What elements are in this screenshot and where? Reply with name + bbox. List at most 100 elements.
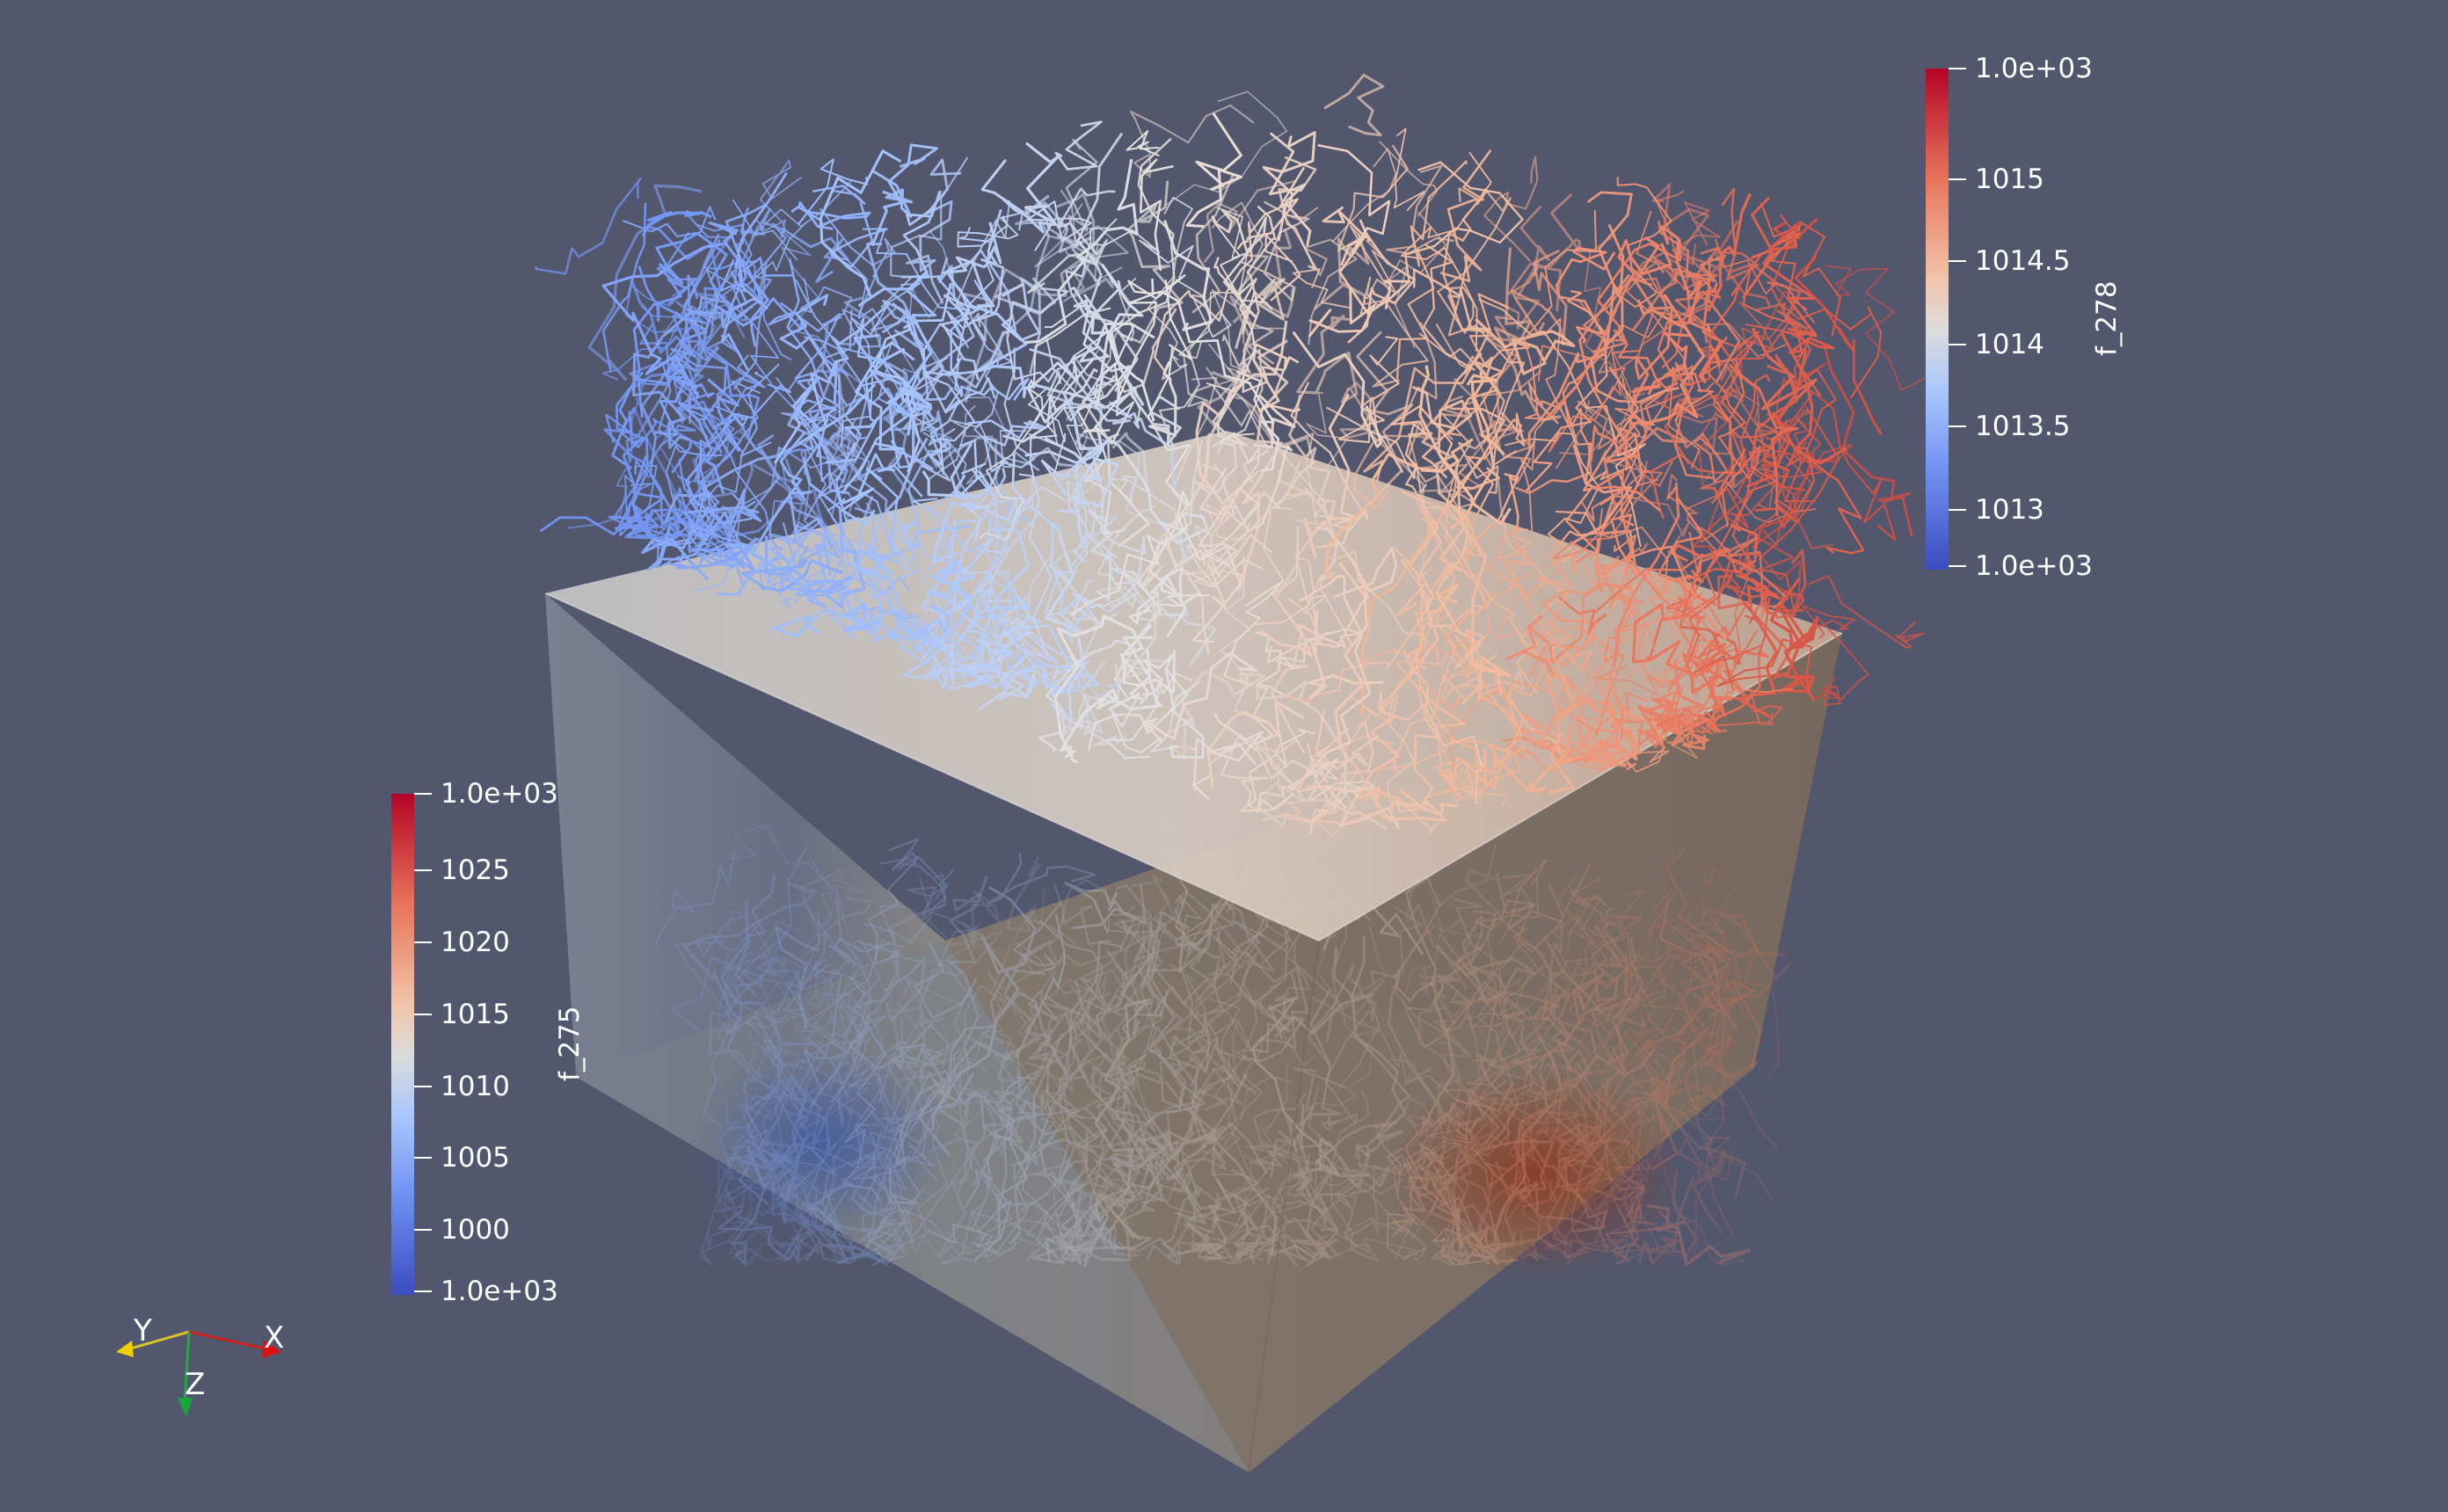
fiber-strand (795, 279, 911, 417)
fiber-strand (1241, 200, 1310, 302)
fiber-strand (699, 1094, 745, 1266)
fiber-strand (790, 374, 842, 501)
fiber-strand (731, 1147, 792, 1266)
fiber-strand (1557, 871, 1646, 986)
fiber-strand (1597, 239, 1681, 393)
fiber-strand (1087, 909, 1155, 1094)
fiber-strand (1278, 469, 1336, 520)
fiber-strand (1045, 534, 1086, 724)
fiber-strand (696, 909, 749, 957)
fiber-strand (1665, 848, 1732, 990)
fiber-strand (1590, 383, 1661, 462)
fiber-strand (1794, 256, 1883, 436)
fiber-strand (1557, 1132, 1616, 1162)
fiber-strand (1295, 759, 1400, 830)
fiber-strand (1024, 994, 1120, 1070)
fiber-strand (1140, 1133, 1206, 1225)
fiber-strand (1092, 455, 1146, 581)
fiber-strand (1408, 432, 1483, 670)
fiber-strand (1548, 309, 1679, 453)
fiber-strand (718, 1209, 800, 1261)
fiber-strand (1042, 1159, 1083, 1246)
scalar-bar-left-tick (414, 1086, 432, 1087)
fiber-strand (1595, 1104, 1649, 1207)
fiber-strand (805, 940, 905, 1045)
fiber-strand (1027, 187, 1116, 294)
fiber-strand (1517, 1054, 1578, 1138)
scalar-bar-top-label: 1014 (1975, 329, 2044, 360)
fiber-strand (1235, 1176, 1315, 1264)
fiber-strand (1392, 1065, 1512, 1195)
fiber-strand (1390, 1058, 1459, 1213)
fiber-strand (1707, 193, 1752, 312)
fiber-strand (999, 585, 1059, 689)
fiber-strand (1044, 437, 1119, 544)
fiber-strand (1257, 784, 1336, 827)
fiber-strand (1637, 1176, 1695, 1266)
fiber-strand (728, 825, 840, 949)
fiber-strand (1534, 1018, 1594, 1243)
fiber-strand (1461, 1002, 1531, 1166)
z-axis-line (183, 1331, 191, 1403)
fiber-strand (1504, 991, 1570, 1041)
fiber-strand (1378, 140, 1447, 349)
fiber-strand (1576, 623, 1637, 738)
fiber-strand (1096, 1029, 1156, 1133)
fiber-strand (1213, 929, 1260, 1109)
fiber-strand (1013, 902, 1062, 976)
fiber-strand (1191, 738, 1236, 801)
fiber-strand (1457, 1208, 1499, 1266)
fiber-strand (1161, 1139, 1227, 1262)
fiber-strand (1668, 686, 1794, 745)
fiber-strand (1300, 1152, 1365, 1215)
fiber-strand (1306, 391, 1349, 472)
fiber-strand (962, 1033, 1026, 1171)
fiber-strand (1111, 476, 1147, 503)
orientation-axes[interactable]: X Y Z (106, 1310, 299, 1424)
fiber-strand (1177, 1183, 1235, 1264)
fiber-strand (1051, 950, 1130, 1080)
fiber-strand (928, 1138, 979, 1257)
fiber-strand (1373, 1097, 1471, 1259)
fiber-strand (1581, 376, 1656, 522)
fiber-strand (1571, 444, 1632, 575)
fiber-strand (1585, 461, 1673, 541)
scalar-bar-left-tick (414, 1290, 432, 1292)
fiber-strand (785, 939, 881, 1021)
fiber-strand (1774, 377, 1814, 531)
fiber-strand (1007, 1069, 1140, 1208)
fiber-strand (1305, 1121, 1397, 1261)
fiber-strand (1675, 593, 1719, 687)
fiber-strand (1305, 1121, 1397, 1261)
scalar-bar-top-label: 1014.5 (1975, 245, 2071, 277)
fiber-strand (1249, 999, 1292, 1053)
fiber-strand (1707, 1087, 1774, 1202)
fiber-strand (1031, 1210, 1141, 1268)
fiber-strand (1591, 1058, 1678, 1233)
fiber-strand (1296, 314, 1359, 403)
fiber-strand (836, 948, 900, 1036)
fiber-strand (1172, 1064, 1248, 1210)
fiber-strand (702, 925, 773, 1128)
fiber-strand (1476, 1036, 1562, 1106)
fiber-strand (853, 1020, 904, 1146)
fiber-strand (1659, 900, 1738, 1031)
fiber-strand (917, 1072, 974, 1157)
fiber-strand (1292, 1193, 1342, 1268)
fiber-strand (1038, 570, 1162, 752)
fiber-strand (782, 1061, 870, 1130)
scalar-bar-f278[interactable]: 1.0e+03 1015 1014.5 1014 1013.5 1013 1.0e+03 f… (1926, 53, 2154, 582)
scalar-bar-f275[interactable]: 1.0e+03 1025 1020 1015 1010 1005 1000 1.0e+03 f… (391, 778, 620, 1307)
fiber-strand (1465, 869, 1565, 978)
fiber-strand (848, 1072, 914, 1243)
fiber-strand (1418, 365, 1512, 526)
fiber-strand (822, 1145, 876, 1261)
fiber-strand (960, 663, 1034, 701)
fiber-strand (1519, 1155, 1581, 1261)
fiber-strand (1325, 963, 1378, 1043)
fiber-strand (1047, 138, 1098, 248)
fiber-strand (881, 315, 954, 402)
fiber-strand (1220, 334, 1264, 517)
